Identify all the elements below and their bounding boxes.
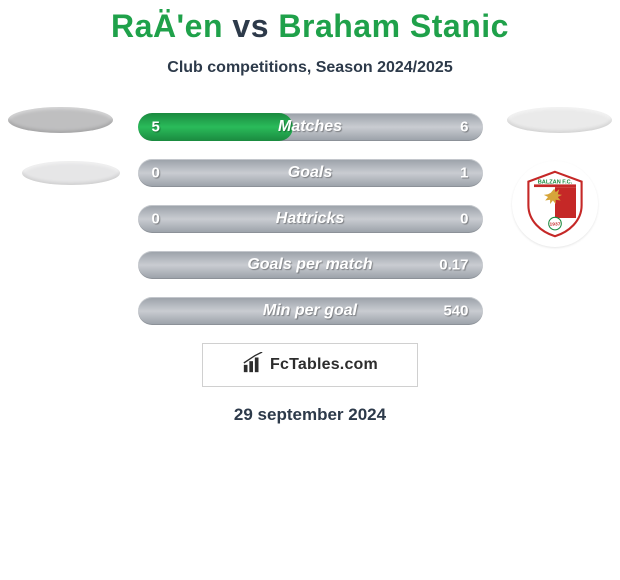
player-right-name: Braham Stanic [278, 8, 509, 44]
vs-word: vs [232, 8, 269, 44]
stat-left-value: 5 [152, 119, 160, 136]
brand-text: FcTables.com [270, 356, 378, 374]
stat-label: Matches [278, 118, 342, 136]
stat-row-matches: 5 Matches 6 [138, 113, 483, 141]
right-team-ellipse-1 [507, 107, 612, 133]
stat-label: Goals [288, 164, 332, 182]
stat-right-value: 6 [460, 119, 468, 136]
stat-label: Goals per match [247, 256, 372, 274]
stat-fill [138, 113, 293, 141]
date-text: 29 september 2024 [0, 405, 620, 425]
player-left-name: RaÄ'en [111, 8, 223, 44]
svg-text:1937: 1937 [550, 222, 561, 228]
infographic-container: RaÄ'en vs Braham Stanic Club competition… [0, 0, 620, 580]
stat-right-value: 0 [460, 211, 468, 228]
page-title: RaÄ'en vs Braham Stanic [0, 0, 620, 45]
left-team-ellipse-2 [22, 161, 120, 185]
stat-right-value: 0.17 [439, 257, 468, 274]
subtitle: Club competitions, Season 2024/2025 [0, 59, 620, 77]
stat-row-min-per-goal: Min per goal 540 [138, 297, 483, 325]
stat-right-value: 1 [460, 165, 468, 182]
stat-row-goals: 0 Goals 1 [138, 159, 483, 187]
svg-text:BALZAN F.C.: BALZAN F.C. [538, 180, 573, 186]
right-team-crest: BALZAN F.C. 1937 [512, 161, 598, 247]
stat-row-goals-per-match: Goals per match 0.17 [138, 251, 483, 279]
stat-row-hattricks: 0 Hattricks 0 [138, 205, 483, 233]
bars-icon [242, 352, 264, 379]
stat-label: Min per goal [263, 302, 357, 320]
stat-left-value: 0 [152, 211, 160, 228]
balzan-crest-icon: BALZAN F.C. 1937 [520, 169, 590, 239]
stat-label: Hattricks [276, 210, 344, 228]
brand-box[interactable]: FcTables.com [202, 343, 418, 387]
stat-right-value: 540 [443, 303, 468, 320]
stat-left-value: 0 [152, 165, 160, 182]
left-team-ellipse-1 [8, 107, 113, 133]
stats-area: BALZAN F.C. 1937 5 Matches 6 0 Goals 1 [0, 113, 620, 325]
